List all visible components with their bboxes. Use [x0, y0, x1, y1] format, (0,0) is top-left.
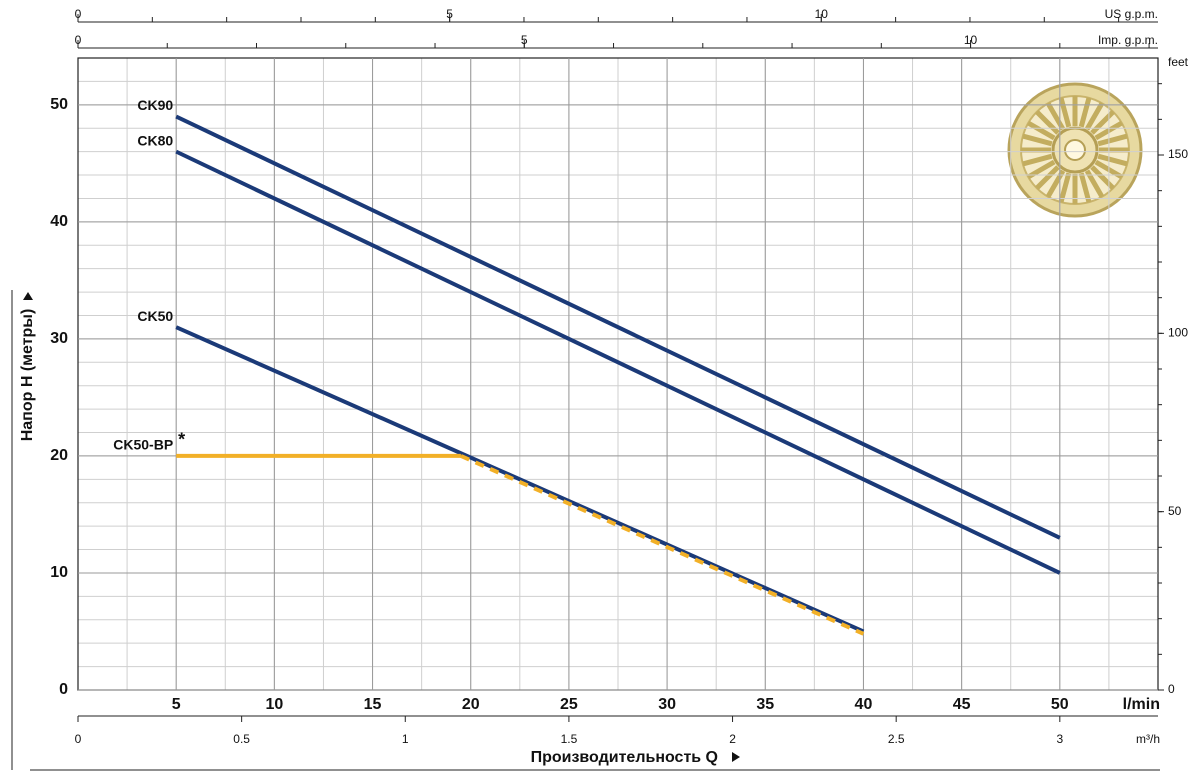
- spoke: [1090, 110, 1115, 135]
- spoke: [1058, 97, 1072, 128]
- bottom-tick-label: 1: [402, 732, 409, 746]
- spoke: [1022, 153, 1053, 167]
- top-tick-label: 5: [521, 33, 528, 47]
- spoke: [1090, 165, 1115, 190]
- series-label: CK90: [137, 97, 173, 113]
- y2-tick-label: 100: [1168, 326, 1188, 340]
- y-tick-label: 20: [50, 447, 68, 464]
- x-tick-label: 40: [855, 696, 873, 713]
- top-tick-label: 5: [446, 7, 453, 21]
- bottom-tick-label: 2: [729, 732, 736, 746]
- top-axis-title: Imp. g.p.m.: [1098, 33, 1158, 47]
- bottom-tick-label: 0: [75, 732, 82, 746]
- x-tick-label: 30: [658, 696, 676, 713]
- note-mark: *: [178, 430, 185, 450]
- spoke: [1097, 133, 1128, 147]
- arrow-icon: [23, 292, 33, 300]
- series-line: [175, 114, 1061, 540]
- series-label: CK80: [137, 132, 173, 148]
- y2-tick-label: 0: [1168, 682, 1175, 696]
- y-axis-title: Напор H (метры): [19, 309, 36, 442]
- y-tick-label: 10: [50, 564, 68, 581]
- spoke: [1084, 101, 1105, 131]
- impeller-image: [1007, 82, 1143, 218]
- spoke: [1045, 101, 1066, 131]
- x-tick-label: 10: [265, 696, 283, 713]
- x-unit: l/min: [1123, 696, 1160, 713]
- arrow-icon: [732, 752, 740, 762]
- y-tick-label: 50: [50, 96, 68, 113]
- series-line: [460, 454, 865, 636]
- spoke: [1078, 97, 1092, 128]
- x-tick-label: 50: [1051, 696, 1069, 713]
- series-line: [175, 149, 1061, 575]
- y-tick-label: 0: [59, 681, 68, 698]
- series-line: [175, 325, 865, 634]
- spoke: [1022, 133, 1053, 147]
- y-tick-label: 30: [50, 330, 68, 347]
- y2-axis-title: feet: [1168, 55, 1189, 69]
- y2-tick-label: 150: [1168, 147, 1188, 161]
- spoke: [1026, 159, 1056, 180]
- spoke: [1078, 172, 1092, 203]
- x-tick-label: 45: [953, 696, 971, 713]
- y2-tick-label: 50: [1168, 504, 1182, 518]
- spoke: [1035, 110, 1060, 135]
- bottom-tick-label: 0.5: [233, 732, 250, 746]
- bottom-tick-label: 3: [1056, 732, 1063, 746]
- x-axis-title: Производительность Q: [531, 749, 718, 766]
- top-axis-title: US g.p.m.: [1105, 7, 1158, 21]
- series-label: CK50-BP: [113, 437, 173, 453]
- top-tick-label: 10: [815, 7, 829, 21]
- spoke: [1097, 153, 1128, 167]
- x-tick-label: 20: [462, 696, 480, 713]
- x-tick-label: 35: [756, 696, 774, 713]
- y-tick-label: 40: [50, 213, 68, 230]
- x-tick-label: 25: [560, 696, 578, 713]
- spoke: [1026, 120, 1056, 141]
- top-tick-label: 10: [964, 33, 978, 47]
- x-tick-label: 15: [364, 696, 382, 713]
- top-tick-label: 0: [75, 7, 82, 21]
- series-label: CK50: [137, 308, 173, 324]
- bottom-tick-label: 2.5: [888, 732, 905, 746]
- x-tick-label: 5: [172, 696, 181, 713]
- bottom-tick-label: 1.5: [561, 732, 578, 746]
- bottom-axis-title: m³/h: [1136, 732, 1160, 746]
- spoke: [1035, 165, 1060, 190]
- top-tick-label: 0: [75, 33, 82, 47]
- spoke: [1058, 172, 1072, 203]
